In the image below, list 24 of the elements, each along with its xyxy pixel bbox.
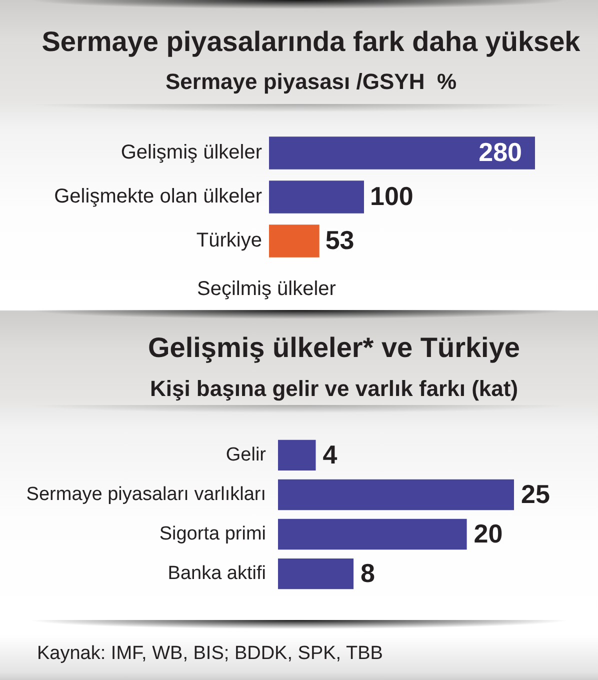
- data-label: 8: [360, 558, 375, 588]
- chart-subtitle: Sermaye piyasası /GSYH %: [165, 69, 457, 95]
- y-tick-label: Banka aktifi: [168, 563, 266, 584]
- chart-title: Sermaye piyasalarında fark daha yüksek: [42, 26, 580, 58]
- bar: [278, 558, 354, 590]
- text: Kaynak: IMF, WB, BIS; BDDK, SPK, TBB: [37, 642, 383, 666]
- chart-title: Gelişmiş ülkeler* ve Türkiye: [148, 332, 520, 364]
- bar: [278, 440, 316, 471]
- bar: [278, 479, 514, 510]
- y-tick-label: Sermaye piyasaları varlıkları: [26, 484, 266, 505]
- text: Seçilmiş ülkeler: [197, 277, 336, 301]
- y-tick-label: Sigorta primi: [159, 524, 266, 545]
- y-tick-label: Türkiye: [196, 230, 262, 252]
- bar: [278, 518, 467, 550]
- y-tick-label: Gelişmiş ülkeler: [120, 142, 262, 164]
- y-tick-label: Gelir: [226, 444, 267, 466]
- data-label: 25: [521, 478, 550, 509]
- data-label: 100: [370, 181, 414, 212]
- data-label: 53: [325, 225, 354, 256]
- data-label: 4: [322, 439, 338, 470]
- data-label: 20: [474, 518, 503, 548]
- y-tick-label: Gelişmekte olan ülkeler: [54, 186, 262, 208]
- data-label: 280: [478, 137, 522, 168]
- chart-subtitle: Kişi başına gelir ve varlık farkı (kat): [150, 376, 518, 402]
